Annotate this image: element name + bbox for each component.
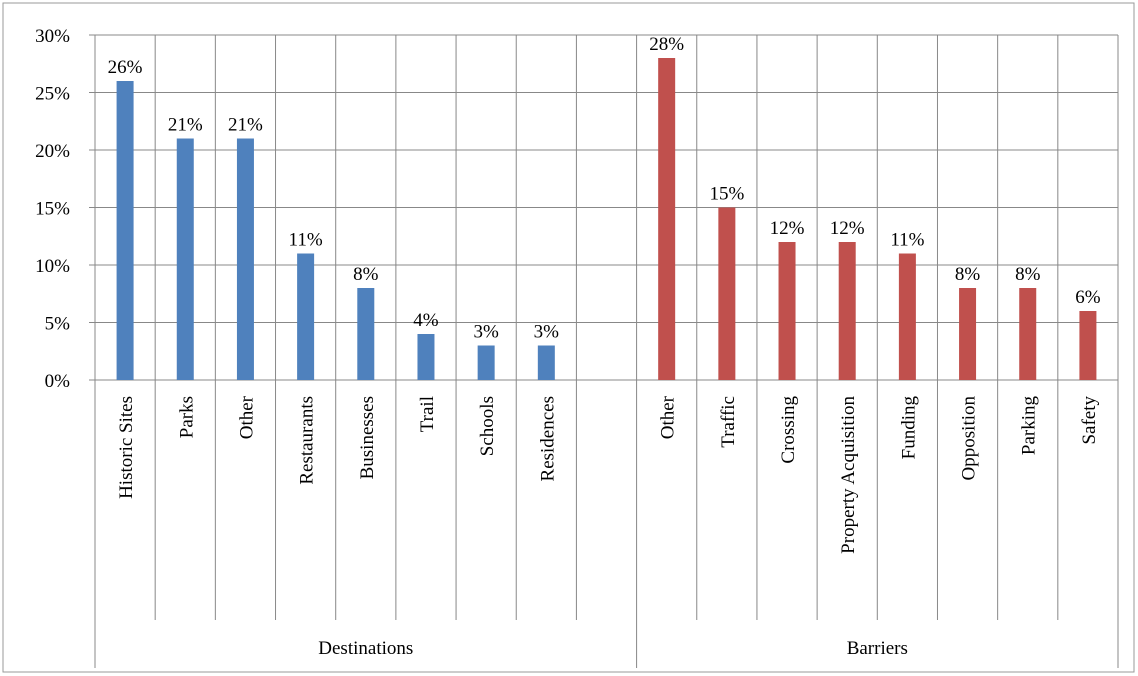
bar (778, 242, 796, 380)
category-label: Property Acquisition (838, 396, 859, 554)
data-label: 21% (168, 115, 203, 136)
category-label: Other (658, 395, 679, 439)
data-label: 8% (353, 264, 379, 285)
data-label: 12% (770, 218, 805, 239)
data-label: 11% (289, 230, 323, 251)
data-label: 8% (1015, 264, 1041, 285)
category-label: Safety (1079, 396, 1100, 445)
y-tick-label: 0% (45, 371, 71, 392)
category-label: Historic Sites (116, 396, 137, 499)
bar (898, 253, 916, 380)
category-label: Funding (898, 396, 919, 460)
category-label: Opposition (959, 396, 980, 481)
bar (959, 288, 977, 380)
data-label: 3% (473, 322, 499, 343)
bar (1019, 288, 1037, 380)
category-label: Traffic (718, 396, 739, 448)
category-label: Other (236, 395, 257, 439)
category-label: Businesses (357, 396, 378, 479)
group-label: Barriers (847, 638, 908, 659)
bar (176, 138, 194, 380)
data-label: 28% (649, 34, 684, 55)
data-label: 3% (534, 322, 560, 343)
bar (658, 58, 676, 380)
bar (718, 207, 736, 380)
category-label: Schools (477, 396, 498, 456)
y-tick-label: 20% (35, 141, 70, 162)
bar (236, 138, 254, 380)
data-label: 11% (890, 230, 924, 251)
category-label: Trail (417, 396, 438, 432)
data-label: 8% (955, 264, 981, 285)
data-label: 15% (709, 184, 744, 205)
bar (477, 345, 495, 380)
y-tick-label: 15% (35, 199, 70, 220)
data-label: 6% (1075, 287, 1101, 308)
category-label: Residences (537, 396, 558, 481)
data-label: 21% (228, 115, 263, 136)
category-label: Restaurants (297, 396, 318, 485)
bar (417, 334, 435, 380)
bar (116, 81, 134, 380)
data-label: 12% (830, 218, 865, 239)
y-tick-label: 30% (35, 26, 70, 47)
bar (357, 288, 375, 380)
bar (1079, 311, 1097, 380)
category-label: Parks (176, 396, 197, 438)
category-label: Parking (1019, 396, 1040, 456)
data-label: 4% (413, 310, 439, 331)
y-tick-label: 5% (45, 314, 71, 335)
y-tick-label: 25% (35, 84, 70, 105)
group-label: Destinations (318, 638, 413, 659)
data-label: 26% (108, 57, 143, 78)
bar (297, 253, 315, 380)
bar (537, 345, 555, 380)
y-tick-label: 10% (35, 256, 70, 277)
category-label: Crossing (778, 396, 799, 464)
bar (838, 242, 856, 380)
